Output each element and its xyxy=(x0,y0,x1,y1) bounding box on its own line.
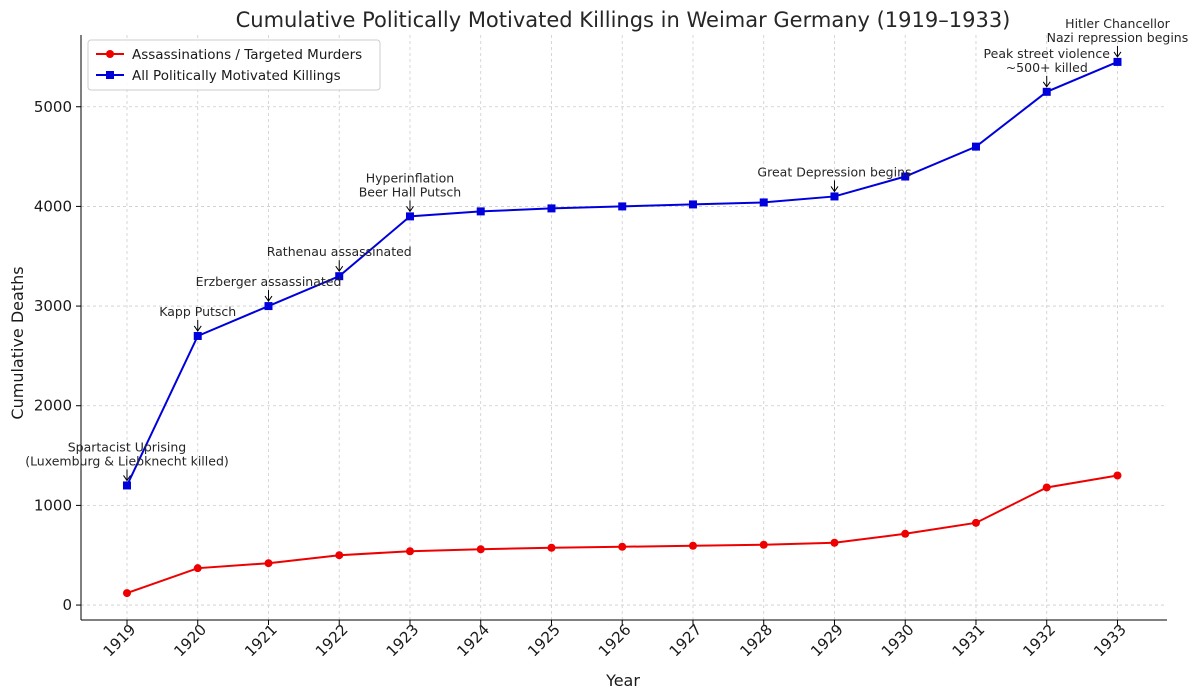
annotation-arrow-head xyxy=(1113,51,1122,58)
annotation-arrow-head xyxy=(335,265,344,273)
annotation-text: ~500+ killed xyxy=(1006,60,1088,75)
x-tick-label: 1920 xyxy=(170,621,210,661)
series-2-point xyxy=(971,142,980,151)
annotation-text: Beer Hall Putsch xyxy=(359,184,462,199)
series-2-point xyxy=(122,481,131,490)
series-2-point xyxy=(335,272,344,281)
series-2-point xyxy=(618,202,627,211)
series-2-point xyxy=(759,198,768,207)
series-1-point xyxy=(830,538,839,547)
annotation-text: Kapp Putsch xyxy=(159,304,236,319)
x-tick-label: 1931 xyxy=(949,621,989,661)
series-1-point xyxy=(1113,471,1122,480)
x-tick-label: 1923 xyxy=(383,621,423,661)
x-tick-label: 1926 xyxy=(595,621,635,661)
x-tick-label: 1933 xyxy=(1090,621,1130,661)
series-2-point xyxy=(193,331,202,340)
series-2-point xyxy=(405,212,414,221)
series-2-point xyxy=(1042,87,1051,96)
annotation-arrow-head xyxy=(123,475,131,482)
series-1-point xyxy=(335,551,344,560)
series-1-point xyxy=(476,545,485,554)
y-tick-label: 5000 xyxy=(34,98,72,116)
series-1-point xyxy=(547,543,556,552)
series-2-point xyxy=(688,200,697,209)
legend: Assassinations / Targeted Murders All Pol… xyxy=(87,39,381,91)
annotation-text: Erzberger assassinated xyxy=(196,274,342,289)
y-tick-label: 4000 xyxy=(34,197,72,215)
series-1-point xyxy=(122,589,131,598)
legend-box xyxy=(87,39,381,91)
series-1-point xyxy=(405,547,414,556)
x-tick-label: 1929 xyxy=(807,621,847,661)
legend-label-1: Assassinations / Targeted Murders xyxy=(132,47,362,63)
annotation-text: Peak street violence xyxy=(984,46,1111,61)
series-layer xyxy=(122,57,1122,598)
annotation-text: Hyperinflation xyxy=(366,170,454,185)
axes: 1919 1920 1921 1922 1923 1924 1925 1926 1927 1928… xyxy=(34,35,1167,660)
annotation-arrow-head xyxy=(830,186,839,193)
series-1-point xyxy=(688,541,697,550)
series-2-point xyxy=(547,204,556,213)
series-1-point xyxy=(193,564,202,573)
series-2-point xyxy=(901,172,910,181)
annotation-text: Hitler Chancellor xyxy=(1065,16,1170,31)
x-tick-label: 1919 xyxy=(100,621,140,661)
x-tick-label: 1921 xyxy=(241,621,281,661)
series-1-point xyxy=(901,529,910,538)
chart-title: Cumulative Politically Motivated Killing… xyxy=(236,8,1011,32)
annotation-arrow-head xyxy=(406,206,414,213)
series-1-point xyxy=(264,559,273,568)
y-axis-label: Cumulative Deaths xyxy=(8,266,27,419)
y-tick-label: 1000 xyxy=(34,496,72,514)
x-axis-label: Year xyxy=(605,671,640,690)
series-1-point xyxy=(971,518,980,527)
legend-marker-2 xyxy=(106,71,114,79)
x-tick-label: 1924 xyxy=(453,621,493,661)
x-tick-label: 1927 xyxy=(666,621,706,661)
annotation-text: Nazi repression begins xyxy=(1047,30,1189,45)
series-1-point xyxy=(618,542,627,551)
legend-marker-1 xyxy=(106,50,114,58)
series-2-point xyxy=(1113,57,1122,66)
annotations: Spartacist Uprising(Luxemburg & Liebknec… xyxy=(25,16,1189,482)
grid xyxy=(81,35,1167,620)
legend-label-2: All Politically Motivated Killings xyxy=(132,68,341,84)
y-tick-label: 0 xyxy=(62,596,72,614)
annotation-text: Rathenau assassinated xyxy=(267,244,412,259)
annotation-arrow-head xyxy=(193,325,202,332)
x-tick-label: 1925 xyxy=(524,621,564,661)
series-1-point xyxy=(1042,483,1051,492)
series-2-point xyxy=(476,207,485,216)
series-2-point xyxy=(264,302,273,311)
annotation-text: (Luxemburg & Liebknecht killed) xyxy=(25,453,229,468)
x-tick-label: 1928 xyxy=(736,621,776,661)
x-tick-label: 1932 xyxy=(1019,621,1059,661)
y-tick-label: 3000 xyxy=(34,297,72,315)
annotation-arrow-head xyxy=(264,295,273,302)
series-1-point xyxy=(759,540,768,549)
annotation-text: Spartacist Uprising xyxy=(68,439,187,454)
y-tick-label: 2000 xyxy=(34,397,72,415)
x-tick-label: 1930 xyxy=(878,621,918,661)
series-2-point xyxy=(830,192,839,201)
annotation-arrow-head xyxy=(1042,81,1051,88)
x-tick-label: 1922 xyxy=(312,621,352,661)
annotation-text: Great Depression begins xyxy=(757,164,911,179)
